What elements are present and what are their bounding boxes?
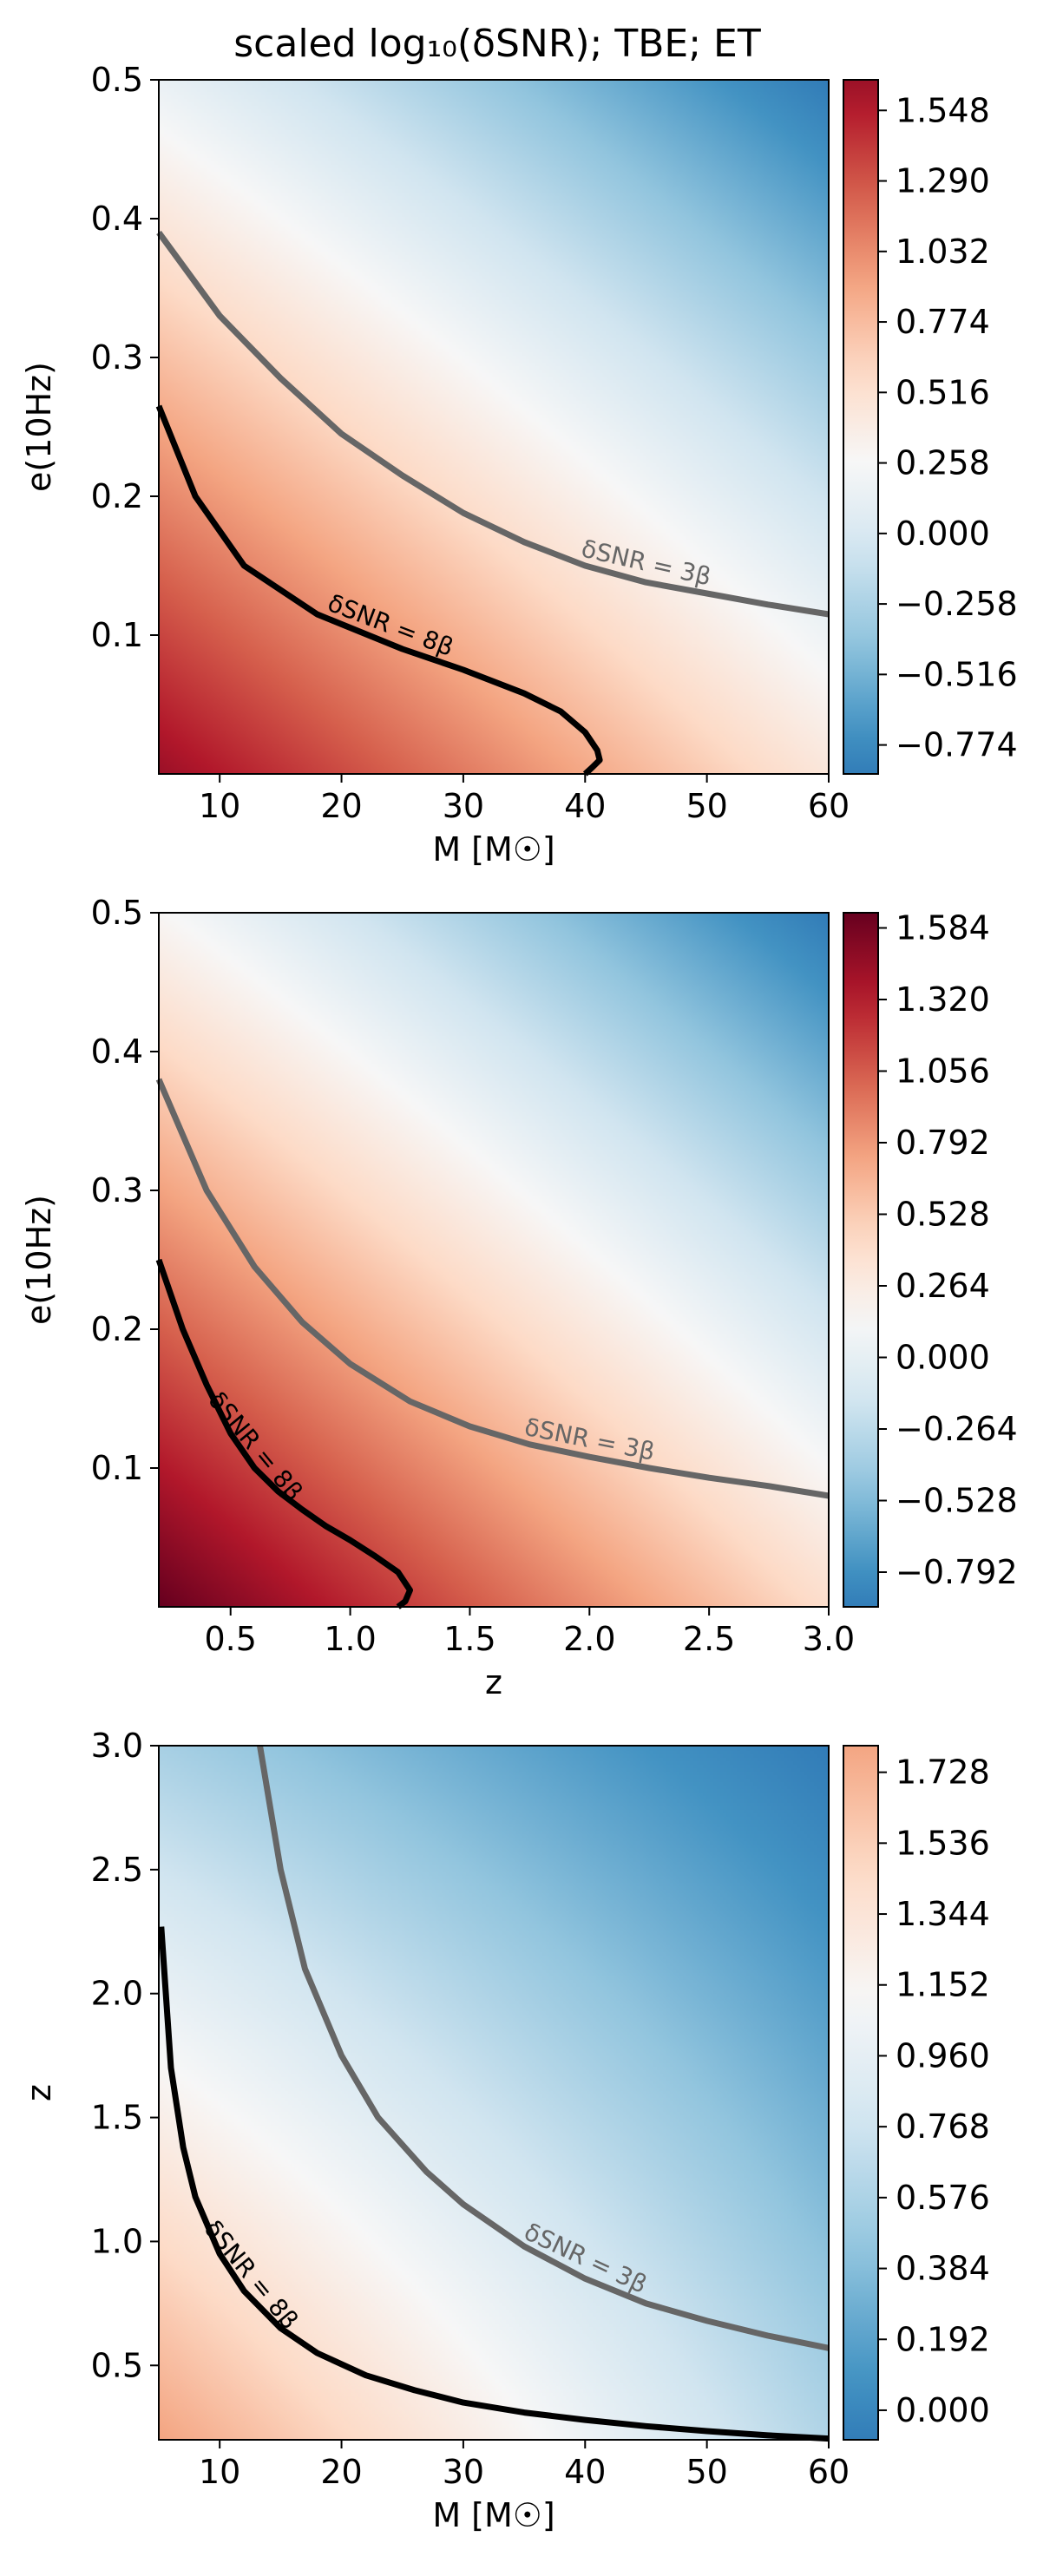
colorbar-gradient xyxy=(843,913,878,1607)
x-tick-label: 20 xyxy=(320,787,362,825)
colorbar-tick-label: 1.344 xyxy=(896,1895,990,1933)
y-tick-label: 0.5 xyxy=(91,894,143,932)
heatmap-field xyxy=(159,80,829,774)
x-tick-label: 40 xyxy=(564,2453,606,2491)
x-tick-label: 2.5 xyxy=(683,1620,735,1658)
colorbar-gradient xyxy=(843,80,878,774)
colorbar-tick-label: 0.516 xyxy=(896,373,990,411)
y-tick-label: 0.2 xyxy=(91,477,143,515)
y-tick-label: 2.0 xyxy=(91,1975,143,2013)
y-tick-label: 0.5 xyxy=(91,2346,143,2384)
y-tick-label: 1.5 xyxy=(91,2099,143,2137)
colorbar-tick-label: 1.536 xyxy=(896,1824,990,1862)
colorbar-tick-label: 0.576 xyxy=(896,2179,990,2217)
y-tick-label: 1.0 xyxy=(91,2222,143,2260)
colorbar-tick-label: 0.774 xyxy=(896,303,990,341)
axes-frame xyxy=(158,79,830,775)
colorbar: −0.792 −0.528 −0.264 0.000 0.264 0.528 0.792 1.… xyxy=(843,909,1018,1608)
heatmap-field xyxy=(159,913,829,1607)
colorbar-tick-label: −0.264 xyxy=(896,1410,1018,1448)
x-axis-label: z xyxy=(485,1663,502,1701)
colorbar-tick-label: 1.152 xyxy=(896,1966,990,2004)
colorbar-frame xyxy=(843,79,879,775)
x-tick-label: 40 xyxy=(564,787,606,825)
y-tick-label: 0.1 xyxy=(91,616,143,654)
y-axis-label: z xyxy=(20,2084,58,2101)
colorbar-frame xyxy=(843,912,879,1608)
colorbar-tick-label: −0.258 xyxy=(896,585,1018,623)
colorbar-frame xyxy=(843,1745,879,2441)
y-axis-label: e(10Hz) xyxy=(20,362,58,492)
contour-3beta xyxy=(257,1745,830,2351)
colorbar-tick-label: 1.290 xyxy=(896,162,990,200)
colorbar-tick-label: 1.032 xyxy=(896,233,990,271)
x-tick-label: 30 xyxy=(443,2453,484,2491)
x-tick-label: 60 xyxy=(808,787,850,825)
colorbar-tick-label: 0.960 xyxy=(896,2036,990,2075)
x-tick-label: 20 xyxy=(320,2453,362,2491)
x-axis-label: M [M☉] xyxy=(432,2496,554,2534)
contour-8beta xyxy=(158,1926,830,2442)
figure-title: scaled log₁₀(δSNR); TBE; ET xyxy=(233,22,761,66)
axes-frame xyxy=(158,912,830,1608)
x-tick-label: 1.0 xyxy=(324,1620,376,1658)
colorbar: −0.774 −0.516 −0.258 0.000 0.258 0.516 0.774 1.… xyxy=(843,79,1018,775)
y-tick-label: 3.0 xyxy=(91,1727,143,1765)
x-tick-label: 60 xyxy=(808,2453,850,2491)
colorbar-tick-label: −0.516 xyxy=(896,655,1018,693)
y-tick-label: 2.5 xyxy=(91,1851,143,1889)
x-tick-label: 0.5 xyxy=(204,1620,256,1658)
x-tick-label: 10 xyxy=(199,787,240,825)
y-tick-label: 0.4 xyxy=(91,1032,143,1071)
colorbar-tick-label: 0.258 xyxy=(896,444,990,482)
x-tick-label: 1.5 xyxy=(443,1620,495,1658)
heatmap-field xyxy=(159,1746,829,2440)
y-tick-label: 0.3 xyxy=(91,338,143,377)
contour-8beta xyxy=(155,404,603,777)
colorbar-tick-label: −0.528 xyxy=(896,1482,1018,1520)
colorbar-tick-label: 0.528 xyxy=(896,1196,990,1234)
y-tick-label: 0.5 xyxy=(91,61,143,99)
contour-3beta xyxy=(156,230,830,618)
colorbar-tick-label: 0.264 xyxy=(896,1267,990,1305)
colorbar-tick-label: 1.584 xyxy=(896,909,990,947)
colorbar-tick-label: 1.548 xyxy=(896,91,990,129)
x-tick-label: 50 xyxy=(686,787,727,825)
colorbar-tick-label: 0.192 xyxy=(896,2320,990,2358)
colorbar-gradient xyxy=(843,1746,878,2440)
colorbar-tick-label: −0.774 xyxy=(896,726,1018,764)
y-tick-label: 0.4 xyxy=(91,200,143,238)
y-tick-label: 0.2 xyxy=(91,1310,143,1348)
colorbar-tick-label: −0.792 xyxy=(896,1553,1018,1591)
x-tick-label: 30 xyxy=(443,787,484,825)
contour-8beta xyxy=(155,1258,413,1609)
colorbar-tick-label: 0.792 xyxy=(896,1124,990,1162)
y-tick-label: 0.1 xyxy=(91,1449,143,1487)
axes-frame xyxy=(158,1745,830,2441)
colorbar-tick-label: 1.320 xyxy=(896,980,990,1019)
colorbar-tick-label: 1.056 xyxy=(896,1052,990,1091)
colorbar-tick-label: 0.000 xyxy=(896,515,990,553)
y-tick-label: 0.3 xyxy=(91,1171,143,1209)
x-tick-label: 3.0 xyxy=(803,1620,855,1658)
y-axis-label: e(10Hz) xyxy=(20,1195,58,1325)
x-tick-label: 50 xyxy=(686,2453,727,2491)
colorbar-tick-label: 1.728 xyxy=(896,1753,990,1792)
colorbar: 0.000 0.192 0.384 0.576 0.768 0.960 1.152 1.344… xyxy=(843,1745,990,2441)
colorbar-tick-label: 0.000 xyxy=(896,2391,990,2429)
colorbar-tick-label: 0.768 xyxy=(896,2107,990,2146)
colorbar-tick-label: 0.000 xyxy=(896,1339,990,1377)
x-tick-label: 2.0 xyxy=(563,1620,615,1658)
x-axis-label: M [M☉] xyxy=(432,830,554,868)
contour-3beta xyxy=(155,1078,830,1499)
x-tick-label: 10 xyxy=(199,2453,240,2491)
colorbar-tick-label: 0.384 xyxy=(896,2250,990,2288)
